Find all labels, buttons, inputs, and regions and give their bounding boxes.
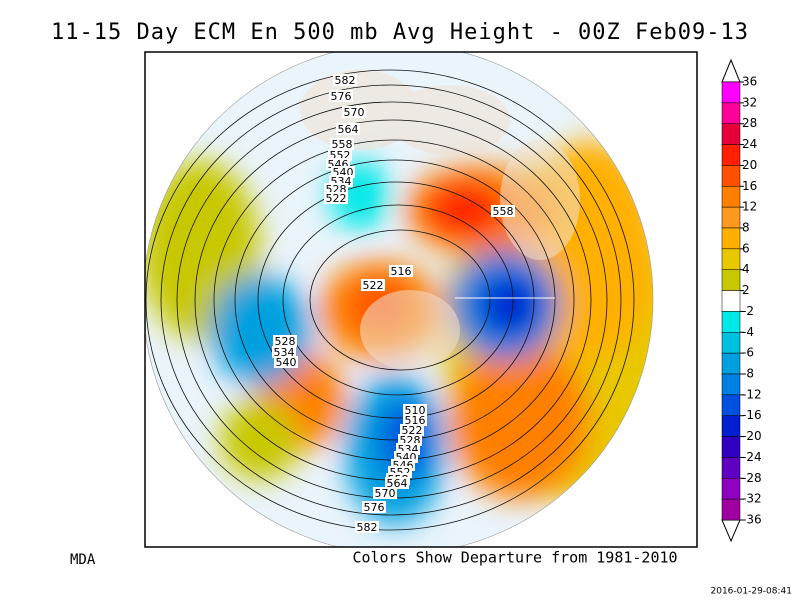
contour-label-box: [324, 192, 348, 204]
colorbar-label: 4: [742, 262, 750, 276]
colorbar-swatch: [721, 290, 741, 312]
contour-label: 528: [275, 335, 296, 348]
colorbar-label: 28: [742, 116, 757, 130]
contour-label: 534: [274, 346, 295, 359]
colorbar-label: 12: [742, 200, 757, 214]
colorbar-cap-bottom: [721, 519, 741, 543]
contour-label-box: [330, 138, 354, 150]
contour-label-box: [385, 477, 409, 489]
contour-label-box: [361, 279, 385, 291]
footer-left: MDA: [70, 552, 96, 568]
title: 11-15 Day ECM En 500 mb Avg Height - 00Z…: [51, 20, 749, 45]
colorbar-label: 2: [742, 283, 750, 297]
contour-label-box: [273, 335, 297, 347]
contour-label-box: [272, 346, 296, 358]
colorbar-swatch: [721, 415, 741, 437]
colorbar-swatch: [721, 394, 741, 416]
colorbar-swatch: [721, 373, 741, 396]
contour-label: 540: [276, 356, 297, 369]
contours: [145, 69, 635, 531]
colorbar-swatch: [721, 269, 741, 291]
contour-label-box: [329, 90, 353, 102]
contour-label-box: [274, 356, 298, 368]
colorbar-swatch: [721, 165, 741, 187]
contour-label-box: [342, 106, 366, 118]
colorbar-swatch: [721, 478, 741, 500]
map-frame: [144, 51, 698, 548]
contour-label-box: [389, 265, 413, 277]
colorbar-swatch: [721, 144, 741, 166]
contour-label-box: [403, 404, 427, 416]
colorbar-label: -28: [742, 471, 762, 485]
footer-center: Colors Show Departure from 1981-2010: [352, 549, 677, 567]
colorbar-label: 36: [742, 75, 757, 89]
contour-label: 576: [364, 501, 385, 514]
colorbar-swatch: [721, 436, 741, 458]
colorbar-swatch: [721, 102, 741, 124]
colorbar-label: 20: [742, 158, 757, 172]
contour-label-box: [400, 424, 424, 436]
colorbar-swatch: [721, 457, 741, 479]
colorbar-swatch: [721, 206, 741, 229]
contour-label-box: [336, 123, 360, 135]
colorbar-label: -12: [742, 387, 762, 401]
contour-label-box: [355, 521, 379, 533]
contour-label: 570: [344, 106, 365, 119]
contour-label: 582: [335, 74, 356, 87]
colorbar-label: -6: [742, 346, 754, 360]
contour-label-box: [491, 205, 515, 217]
contour-label-box: [362, 501, 386, 513]
contour-label: 564: [338, 123, 359, 136]
contour-label: 510: [405, 404, 426, 417]
colorbar-label: -2: [742, 304, 754, 318]
contour-label: 558: [493, 205, 514, 218]
colorbar-swatch: [721, 186, 741, 208]
contour-label: 582: [357, 521, 378, 534]
colorbar-label: 24: [742, 137, 757, 151]
contour-label: 516: [405, 414, 426, 427]
colorbar-swatch: [721, 311, 741, 333]
colorbar-label: -4: [742, 325, 754, 339]
contour-label: 564: [387, 477, 408, 490]
contour-label: 558: [332, 138, 353, 151]
contour-label-box: [403, 414, 427, 426]
contour-label: 522: [363, 279, 384, 292]
timestamp: 2016-01-29-08:41: [711, 587, 793, 597]
colorbar-label: -16: [742, 408, 762, 422]
colorbar-label: -20: [742, 429, 762, 443]
colorbar-label: 6: [742, 241, 750, 255]
colorbar-label: -32: [742, 492, 762, 506]
colorbar-cap-top: [721, 58, 741, 83]
contour-label: 522: [402, 424, 423, 437]
contour-label: 570: [375, 487, 396, 500]
colorbar-swatch: [721, 227, 741, 250]
contour-label: 516: [391, 265, 412, 278]
colorbar-label: 32: [742, 95, 757, 109]
colorbar-swatch: [721, 123, 741, 145]
contour-label: 576: [331, 90, 352, 103]
contour-label-box: [373, 487, 397, 499]
contour-label-box: [333, 74, 357, 86]
colorbar-label: -36: [742, 513, 762, 527]
colorbar-swatch: [721, 248, 741, 270]
colorbar-label: 16: [742, 179, 757, 193]
colorbar-swatch: [721, 352, 741, 375]
colorbar-swatch: [721, 81, 741, 104]
contour-label: 522: [326, 192, 347, 205]
colorbar-label: -8: [742, 367, 754, 381]
colorbar-swatch: [721, 332, 741, 354]
colorbar-swatch: [721, 498, 741, 521]
colorbar-label: -24: [742, 450, 762, 464]
colorbar-label: 8: [742, 221, 750, 235]
